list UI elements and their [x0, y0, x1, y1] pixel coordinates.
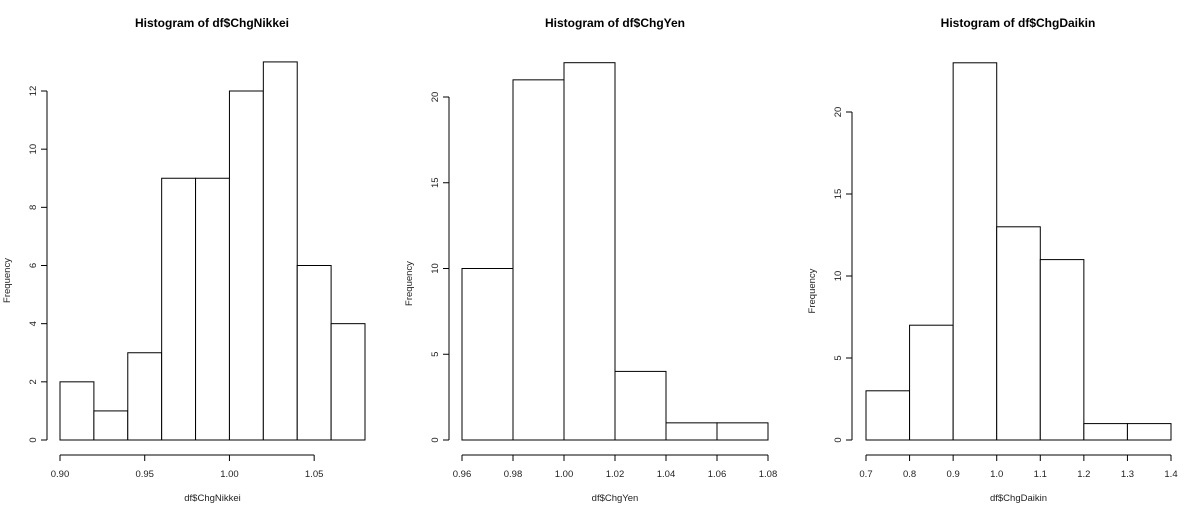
histogram-bar — [909, 324, 954, 441]
histogram-bar — [1126, 423, 1172, 441]
x-tick-label: 0.8 — [903, 469, 916, 480]
x-tick-label: 1.04 — [657, 469, 676, 480]
y-tick-label: 15 — [430, 177, 441, 188]
x-tick-label: 1.08 — [759, 469, 778, 480]
y-tick-label: 20 — [833, 107, 844, 118]
x-tick-label: 1.3 — [1121, 469, 1134, 480]
x-tick-label: 0.9 — [947, 469, 960, 480]
histogram-bar — [952, 62, 998, 441]
y-tick-label: 10 — [430, 263, 441, 274]
y-tick-label: 5 — [833, 355, 844, 360]
y-tick-label: 5 — [430, 352, 441, 357]
x-tick-label: 1.00 — [220, 469, 239, 480]
histogram-bar — [1083, 423, 1128, 441]
histogram-bar — [865, 390, 911, 441]
histogram-bar — [195, 177, 230, 441]
x-tick-label: 1.05 — [305, 469, 324, 480]
y-tick-label: 15 — [833, 189, 844, 200]
y-tick-label: 20 — [430, 92, 441, 103]
histogram-bar — [614, 370, 667, 441]
y-tick-label: 10 — [833, 271, 844, 282]
histogram-bar — [228, 90, 264, 441]
x-axis-label: df$ChgNikkei — [184, 493, 241, 504]
histogram-bar — [59, 381, 95, 441]
histogram-bar — [665, 422, 718, 441]
y-tick-label: 0 — [833, 437, 844, 442]
x-tick-label: 1.06 — [708, 469, 727, 480]
x-tick-label: 1.4 — [1164, 469, 1177, 480]
y-tick-label: 2 — [28, 379, 39, 384]
histogram-bar — [461, 268, 514, 441]
x-tick-label: 1.0 — [990, 469, 1003, 480]
histogram-bar — [716, 422, 769, 441]
histogram-bar — [996, 226, 1041, 441]
x-tick-label: 0.96 — [453, 469, 472, 480]
y-tick-label: 8 — [28, 205, 39, 210]
histogram-bar — [161, 177, 197, 441]
x-tick-label: 0.98 — [504, 469, 523, 480]
histogram-bar — [1039, 259, 1085, 441]
histogram-bar — [262, 61, 298, 441]
x-tick-label: 0.95 — [135, 469, 154, 480]
x-tick-label: 1.2 — [1077, 469, 1090, 480]
histogram-bar — [330, 323, 366, 441]
x-axis-label: df$ChgDaikin — [990, 493, 1047, 504]
y-axis-label: Frequency — [404, 261, 415, 306]
histogram-bar — [512, 79, 565, 441]
histogram-bar — [563, 62, 616, 441]
histogram-bar — [127, 352, 163, 441]
y-tick-label: 0 — [28, 437, 39, 442]
y-tick-label: 12 — [28, 86, 39, 97]
chart-title: Histogram of df$ChgNikkei — [135, 16, 289, 30]
x-tick-label: 0.7 — [859, 469, 872, 480]
chart-title: Histogram of df$ChgDaikin — [941, 16, 1096, 30]
histogram-bar — [93, 410, 129, 441]
y-axis-label: Frequency — [2, 258, 13, 303]
x-axis-label: df$ChgYen — [592, 493, 639, 504]
y-tick-label: 4 — [28, 321, 39, 326]
x-tick-label: 0.90 — [51, 469, 70, 480]
x-tick-label: 1.1 — [1034, 469, 1047, 480]
x-tick-label: 1.02 — [606, 469, 625, 480]
chart-title: Histogram of df$ChgYen — [545, 16, 685, 30]
x-tick-label: 1.00 — [555, 469, 574, 480]
y-axis-label: Frequency — [807, 268, 818, 313]
y-tick-label: 0 — [430, 437, 441, 442]
histogram-bar — [296, 265, 332, 441]
y-tick-label: 10 — [28, 144, 39, 155]
y-tick-label: 6 — [28, 263, 39, 268]
